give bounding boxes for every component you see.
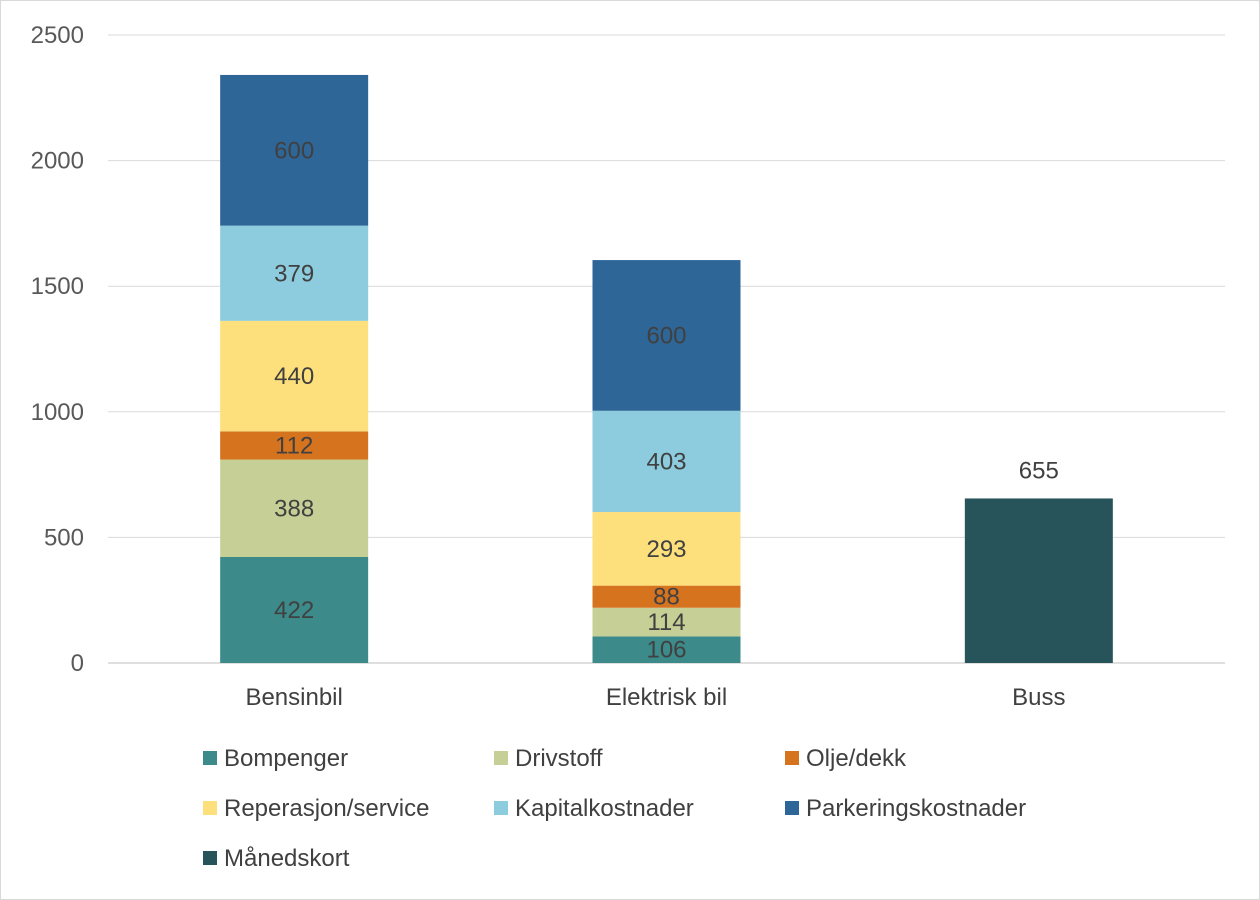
legend-swatch bbox=[494, 751, 508, 765]
data-label: 440 bbox=[274, 363, 314, 390]
bar-segment bbox=[964, 498, 1113, 663]
data-label: 112 bbox=[275, 432, 313, 459]
bar-segment bbox=[592, 512, 741, 586]
legend-label: Olje/dekk bbox=[806, 745, 907, 772]
y-tick-label: 2000 bbox=[31, 148, 84, 175]
legend-item: Månedskort bbox=[203, 845, 350, 872]
legend-label: Reperasjon/service bbox=[224, 795, 429, 822]
y-tick-label: 2500 bbox=[31, 22, 84, 49]
data-label: 88 bbox=[653, 584, 680, 611]
legend-item: Reperasjon/service bbox=[203, 795, 429, 822]
bar-segment bbox=[592, 585, 741, 608]
legend-item: Parkeringskostnader bbox=[785, 795, 1026, 822]
legend-item: Olje/dekk bbox=[785, 745, 907, 772]
x-tick-label: Buss bbox=[1012, 684, 1065, 711]
bar-segment bbox=[592, 410, 741, 513]
legend-swatch bbox=[494, 801, 508, 815]
data-label: 106 bbox=[646, 637, 686, 664]
data-label: 114 bbox=[647, 609, 685, 636]
bar-segment bbox=[220, 459, 369, 557]
data-label: 403 bbox=[646, 448, 686, 475]
data-label: 600 bbox=[274, 137, 314, 164]
y-tick-label: 1500 bbox=[31, 273, 84, 300]
legend-item: Bompenger bbox=[203, 745, 348, 772]
legend-label: Månedskort bbox=[224, 845, 350, 872]
legend-swatch bbox=[203, 751, 217, 765]
data-label: 293 bbox=[646, 536, 686, 563]
legend-label: Kapitalkostnader bbox=[515, 795, 694, 822]
x-axis: Bensinbil Elektrisk bil Buss bbox=[245, 684, 1065, 711]
legend-swatch bbox=[203, 801, 217, 815]
legend-item: Drivstoff bbox=[494, 745, 603, 772]
legend-label: Drivstoff bbox=[515, 745, 603, 772]
bar-segment bbox=[220, 431, 369, 460]
bar-segment bbox=[592, 607, 741, 637]
legend-swatch bbox=[785, 751, 799, 765]
legend-label: Parkeringskostnader bbox=[806, 795, 1026, 822]
bar-segment bbox=[220, 556, 369, 663]
y-axis: 0 500 1000 1500 2000 2500 bbox=[31, 22, 84, 677]
bar-segment bbox=[220, 225, 369, 321]
data-label: 655 bbox=[1019, 457, 1059, 484]
x-tick-label: Elektrisk bil bbox=[606, 684, 727, 711]
data-label: 422 bbox=[274, 597, 314, 624]
data-label: 379 bbox=[274, 260, 314, 287]
bar-segment bbox=[220, 320, 369, 432]
y-tick-label: 1000 bbox=[31, 399, 84, 426]
legend-label: Bompenger bbox=[224, 745, 348, 772]
legend-swatch bbox=[203, 851, 217, 865]
data-label: 388 bbox=[274, 495, 314, 522]
legend: Bompenger Drivstoff Olje/dekk Reperasjon/se… bbox=[203, 745, 1026, 872]
legend-item: Kapitalkostnader bbox=[494, 795, 694, 822]
bar-segment bbox=[592, 260, 741, 411]
y-tick-label: 500 bbox=[44, 524, 84, 551]
bar-segment bbox=[592, 636, 741, 663]
data-label: 600 bbox=[646, 322, 686, 349]
bar-segment bbox=[220, 74, 369, 226]
legend-swatch bbox=[785, 801, 799, 815]
y-tick-label: 0 bbox=[71, 650, 84, 677]
x-tick-label: Bensinbil bbox=[245, 684, 342, 711]
